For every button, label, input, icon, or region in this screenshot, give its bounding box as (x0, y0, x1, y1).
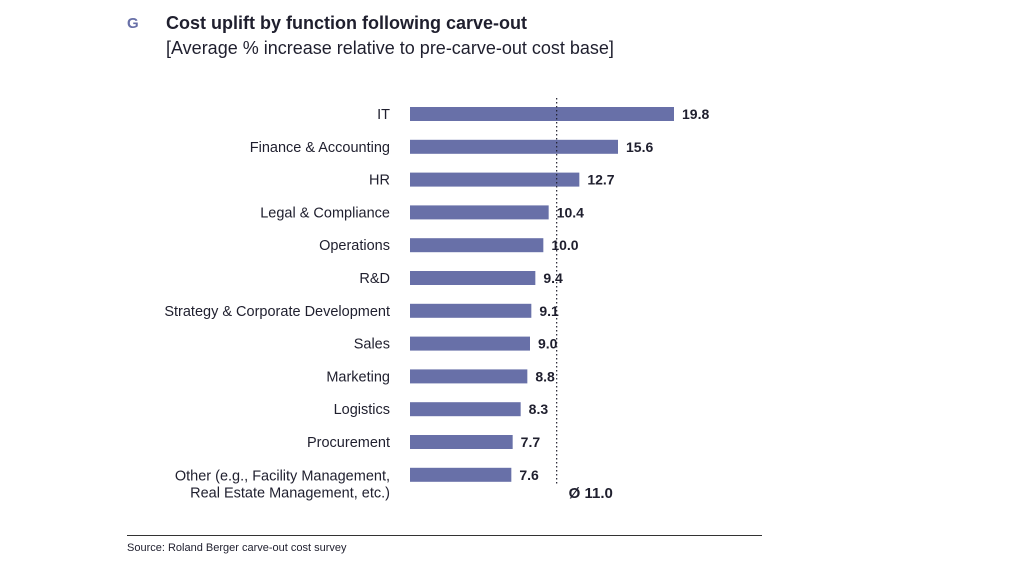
section-badge: G (127, 15, 139, 32)
value-label: 15.6 (626, 139, 653, 155)
bar (410, 205, 549, 220)
category-label: Procurement (307, 435, 390, 451)
value-label: 8.8 (535, 368, 555, 384)
category-label: Operations (319, 238, 390, 254)
value-label: 10.0 (551, 237, 578, 253)
bar (410, 271, 536, 285)
category-label: R&D (359, 271, 390, 287)
chart-title: Cost uplift by function following carve-… (166, 13, 527, 33)
bar (410, 369, 528, 384)
value-label: 9.0 (538, 336, 558, 352)
category-label: HR (369, 173, 390, 189)
bar (410, 107, 674, 121)
category-label: Legal & Compliance (260, 205, 390, 221)
footer-divider (127, 535, 762, 536)
category-label: Finance & Accounting (250, 140, 390, 156)
bar (410, 336, 530, 351)
category-label: Marketing (326, 369, 390, 385)
bar (410, 139, 618, 154)
value-label: 12.7 (587, 172, 614, 188)
value-label: 9.1 (539, 303, 559, 319)
category-label: Other (e.g., Facility Management, Real Es… (175, 468, 390, 501)
value-label: 10.4 (557, 204, 584, 220)
chart-subtitle: [Average % increase relative to pre-carv… (166, 38, 614, 58)
category-label: Logistics (334, 402, 390, 418)
category-label: Strategy & Corporate Development (164, 304, 390, 320)
category-label: IT (377, 107, 390, 123)
value-label: 8.3 (529, 401, 549, 417)
bar (410, 435, 513, 449)
value-label: 7.7 (521, 434, 541, 450)
value-label: 19.8 (682, 106, 709, 122)
value-label: 9.4 (543, 270, 563, 286)
average-label: Ø 11.0 (569, 485, 613, 502)
bar (410, 303, 532, 318)
bar (410, 402, 521, 417)
category-label: Sales (354, 337, 390, 353)
value-label: 7.6 (519, 467, 539, 483)
bar (410, 238, 544, 253)
source-note: Source: Roland Berger carve-out cost sur… (127, 542, 347, 554)
bar-chart: IT 19.8 Finance & Accounting 15.6 HR 12.7 Lega… (164, 98, 709, 502)
bar (410, 467, 512, 482)
bar (410, 172, 580, 187)
